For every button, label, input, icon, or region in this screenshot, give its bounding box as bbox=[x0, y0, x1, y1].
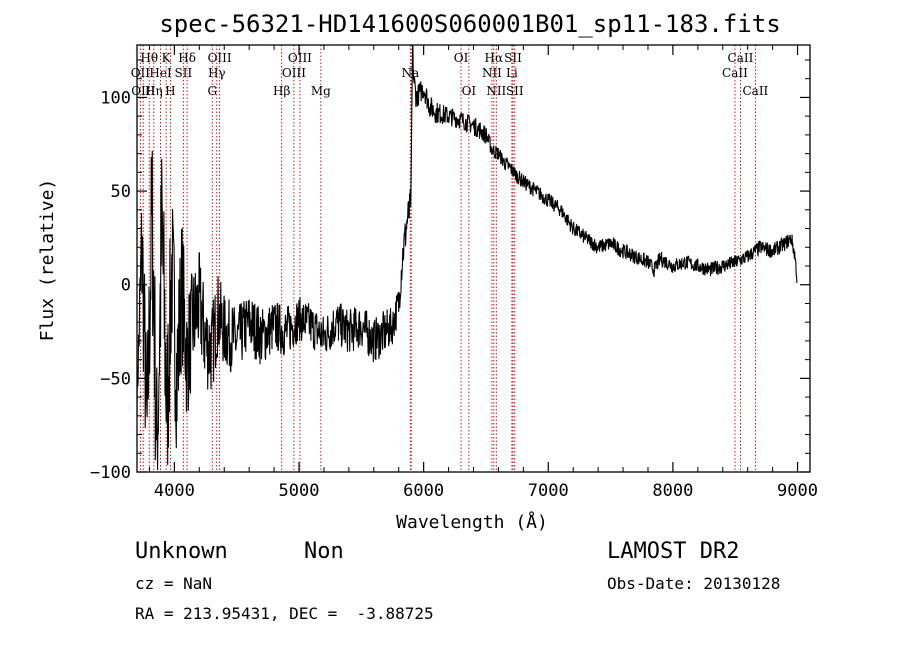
y-tick-label: 100 bbox=[100, 88, 131, 108]
x-tick-label: 5000 bbox=[279, 481, 320, 501]
line-label: Hη bbox=[145, 84, 163, 98]
line-label: OIII bbox=[288, 51, 312, 65]
y-tick-label: 50 bbox=[111, 182, 131, 202]
x-tick-label: 4000 bbox=[154, 481, 195, 501]
line-label: OIII bbox=[208, 51, 232, 65]
y-tick-label: −100 bbox=[90, 463, 131, 483]
plot-frame bbox=[136, 44, 811, 473]
line-label: SII bbox=[175, 66, 193, 80]
line-label: Hβ bbox=[273, 84, 290, 98]
line-label: Hα bbox=[485, 51, 504, 65]
line-label: HeI bbox=[149, 66, 172, 80]
y-tick-label: −50 bbox=[100, 369, 131, 389]
chart-title: spec-56321-HD141600S060001B01_sp11-183.f… bbox=[159, 10, 780, 38]
line-label: Hγ bbox=[208, 66, 226, 80]
spectrum-line bbox=[136, 44, 798, 471]
line-label: CaII bbox=[742, 84, 768, 98]
line-label: SII bbox=[506, 84, 524, 98]
line-label: Na bbox=[401, 66, 419, 80]
class-label: Unknown bbox=[135, 539, 228, 564]
obs-date: Obs-Date: 20130128 bbox=[607, 574, 780, 593]
line-label: OIII bbox=[282, 66, 306, 80]
line-label: NII bbox=[482, 66, 502, 80]
survey-label: LAMOST DR2 bbox=[607, 539, 739, 564]
line-label: OI bbox=[462, 84, 477, 98]
line-label: CaII bbox=[722, 66, 748, 80]
y-axis-label: Flux (relative) bbox=[37, 179, 58, 342]
axis-ticks: 4000 5000 6000 7000 8000 9000 −100 −50 0 50 100 bbox=[90, 45, 818, 501]
line-label: Li bbox=[506, 66, 518, 80]
line-label: H bbox=[165, 84, 175, 98]
line-label: OII bbox=[131, 66, 151, 80]
x-tick-label: 9000 bbox=[777, 481, 818, 501]
line-label: CaII bbox=[728, 51, 754, 65]
x-tick-label: 8000 bbox=[652, 481, 693, 501]
y-tick-label: 0 bbox=[121, 276, 131, 296]
line-label: NII bbox=[486, 84, 506, 98]
x-axis-label: Wavelength (Å) bbox=[396, 511, 548, 533]
cz-value: cz = NaN bbox=[135, 574, 212, 593]
x-tick-label: 6000 bbox=[403, 481, 444, 501]
line-label: G bbox=[207, 84, 217, 98]
line-label: OI bbox=[454, 51, 469, 65]
line-label: SII bbox=[504, 51, 522, 65]
line-label: K bbox=[162, 51, 172, 65]
coordinates: RA = 213.95431, DEC = -3.88725 bbox=[135, 604, 434, 623]
line-label: Hδ bbox=[178, 51, 196, 65]
subclass-label: Non bbox=[304, 539, 344, 564]
line-label: Mg bbox=[311, 84, 331, 98]
line-label: Hθ bbox=[140, 51, 158, 65]
x-tick-label: 7000 bbox=[528, 481, 569, 501]
